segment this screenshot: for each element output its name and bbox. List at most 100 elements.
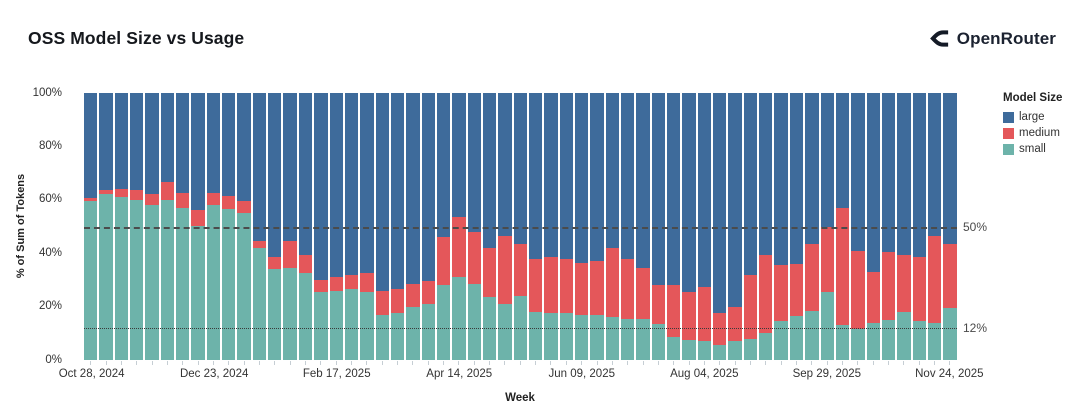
bar-segment-small[interactable] bbox=[298, 273, 313, 360]
bar-segment-small[interactable] bbox=[360, 291, 374, 360]
bar-segment-medium[interactable] bbox=[283, 241, 297, 268]
bar-week-aug-11-2025[interactable] bbox=[713, 93, 727, 360]
bar-segment-small[interactable] bbox=[176, 207, 190, 360]
bar-week-jul-07-2025[interactable] bbox=[636, 93, 650, 360]
bar-week-jul-28-2025[interactable] bbox=[682, 93, 696, 360]
bar-segment-small[interactable] bbox=[590, 314, 604, 360]
bar-segment-large[interactable] bbox=[943, 93, 957, 244]
bar-segment-large[interactable] bbox=[176, 93, 190, 194]
bar-segment-small[interactable] bbox=[912, 321, 926, 360]
bar-week-jun-23-2025[interactable] bbox=[605, 93, 620, 360]
bar-segment-small[interactable] bbox=[222, 209, 236, 360]
bar-segment-large[interactable] bbox=[406, 93, 420, 284]
bar-segment-medium[interactable] bbox=[820, 226, 834, 292]
bar-segment-medium[interactable] bbox=[237, 201, 251, 214]
bar-segment-medium[interactable] bbox=[682, 291, 696, 340]
bar-segment-medium[interactable] bbox=[528, 258, 543, 312]
bar-segment-medium[interactable] bbox=[160, 182, 175, 200]
bar-week-apr-07-2025[interactable] bbox=[436, 93, 451, 360]
bar-week-nov-25-2024[interactable] bbox=[145, 93, 159, 360]
bar-segment-large[interactable] bbox=[360, 93, 374, 274]
bar-segment-large[interactable] bbox=[912, 93, 926, 258]
bar-segment-medium[interactable] bbox=[421, 281, 435, 304]
bar-segment-large[interactable] bbox=[927, 93, 942, 236]
bar-week-may-05-2025[interactable] bbox=[498, 93, 512, 360]
bar-segment-small[interactable] bbox=[759, 333, 773, 360]
bar-segment-large[interactable] bbox=[130, 93, 144, 191]
bar-week-feb-10-2025[interactable] bbox=[314, 93, 328, 360]
bar-week-dec-02-2024[interactable] bbox=[160, 93, 175, 360]
bar-segment-small[interactable] bbox=[881, 319, 896, 360]
bar-week-nov-10-2025[interactable] bbox=[912, 93, 926, 360]
bar-segment-large[interactable] bbox=[421, 93, 435, 282]
bar-segment-medium[interactable] bbox=[84, 198, 98, 202]
bar-segment-small[interactable] bbox=[436, 285, 451, 360]
bar-segment-medium[interactable] bbox=[390, 289, 405, 314]
bar-segment-large[interactable] bbox=[467, 93, 481, 232]
bar-week-may-26-2025[interactable] bbox=[544, 93, 558, 360]
bar-segment-small[interactable] bbox=[651, 323, 666, 360]
bar-segment-large[interactable] bbox=[222, 93, 236, 196]
bar-segment-small[interactable] bbox=[713, 345, 727, 360]
bar-week-sep-08-2025[interactable] bbox=[774, 93, 788, 360]
bar-segment-medium[interactable] bbox=[252, 241, 267, 248]
bar-segment-small[interactable] bbox=[467, 283, 481, 360]
bar-week-apr-28-2025[interactable] bbox=[482, 93, 497, 360]
bar-segment-large[interactable] bbox=[621, 93, 635, 259]
bar-week-mar-03-2025[interactable] bbox=[360, 93, 374, 360]
bar-segment-large[interactable] bbox=[436, 93, 451, 238]
bar-segment-large[interactable] bbox=[667, 93, 681, 286]
bar-segment-small[interactable] bbox=[927, 322, 942, 360]
bar-segment-small[interactable] bbox=[774, 321, 788, 360]
bar-segment-medium[interactable] bbox=[697, 286, 712, 342]
bar-segment-large[interactable] bbox=[759, 93, 773, 255]
bar-week-apr-21-2025[interactable] bbox=[467, 93, 481, 360]
bar-week-may-12-2025[interactable] bbox=[513, 93, 527, 360]
bar-segment-large[interactable] bbox=[897, 93, 911, 255]
bar-segment-small[interactable] bbox=[252, 247, 267, 360]
bar-segment-large[interactable] bbox=[774, 93, 788, 266]
bar-segment-small[interactable] bbox=[866, 322, 880, 360]
bar-segment-medium[interactable] bbox=[897, 254, 911, 312]
bar-week-jul-14-2025[interactable] bbox=[651, 93, 666, 360]
bar-segment-small[interactable] bbox=[99, 194, 113, 360]
legend-item-large[interactable]: large bbox=[1003, 111, 1062, 123]
bar-segment-large[interactable] bbox=[789, 93, 804, 264]
bar-segment-large[interactable] bbox=[375, 93, 389, 291]
bar-segment-medium[interactable] bbox=[805, 243, 819, 311]
bar-segment-large[interactable] bbox=[114, 93, 129, 190]
bar-week-dec-09-2024[interactable] bbox=[176, 93, 190, 360]
bar-segment-medium[interactable] bbox=[482, 247, 497, 298]
bar-segment-small[interactable] bbox=[329, 290, 343, 360]
bar-segment-medium[interactable] bbox=[360, 273, 374, 292]
bar-segment-medium[interactable] bbox=[912, 257, 926, 322]
bar-week-jan-13-2025[interactable] bbox=[252, 93, 267, 360]
bar-segment-medium[interactable] bbox=[789, 263, 804, 316]
bar-segment-large[interactable] bbox=[866, 93, 880, 272]
bar-segment-small[interactable] bbox=[114, 197, 129, 360]
bar-segment-medium[interactable] bbox=[344, 274, 359, 290]
bar-segment-large[interactable] bbox=[206, 93, 221, 194]
bar-segment-medium[interactable] bbox=[590, 261, 604, 315]
bar-segment-medium[interactable] bbox=[743, 274, 758, 339]
bar-segment-medium[interactable] bbox=[375, 290, 389, 315]
bar-segment-medium[interactable] bbox=[621, 258, 635, 319]
bar-segment-medium[interactable] bbox=[605, 247, 620, 318]
bar-week-aug-25-2025[interactable] bbox=[743, 93, 758, 360]
bar-segment-large[interactable] bbox=[314, 93, 328, 280]
legend-item-small[interactable]: small bbox=[1003, 143, 1062, 155]
bar-week-aug-18-2025[interactable] bbox=[728, 93, 742, 360]
bar-segment-small[interactable] bbox=[283, 267, 297, 360]
bar-segment-large[interactable] bbox=[390, 93, 405, 290]
bar-week-jul-21-2025[interactable] bbox=[667, 93, 681, 360]
bar-segment-medium[interactable] bbox=[544, 257, 558, 314]
bar-segment-medium[interactable] bbox=[191, 210, 205, 227]
bar-segment-small[interactable] bbox=[160, 199, 175, 360]
bar-segment-large[interactable] bbox=[605, 93, 620, 248]
bar-segment-medium[interactable] bbox=[943, 243, 957, 308]
bar-segment-medium[interactable] bbox=[452, 217, 466, 278]
bar-segment-small[interactable] bbox=[636, 318, 650, 360]
bar-segment-large[interactable] bbox=[191, 93, 205, 211]
bar-week-may-19-2025[interactable] bbox=[528, 93, 543, 360]
bar-segment-small[interactable] bbox=[145, 205, 159, 360]
